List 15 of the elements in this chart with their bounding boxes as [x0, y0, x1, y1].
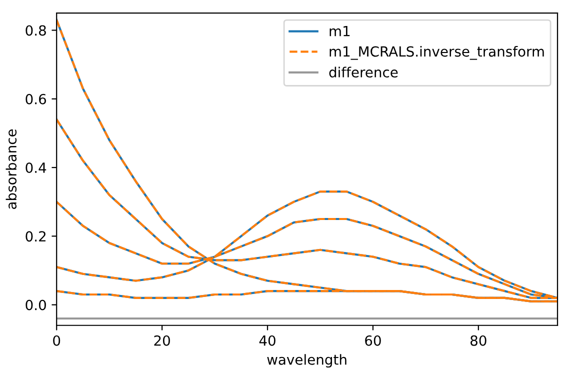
x-tick-label: 60: [365, 335, 381, 346]
y-axis-title: absorbance: [6, 129, 17, 209]
x-axis-title: wavelength: [267, 354, 346, 368]
y-tick-label: 0.6: [26, 94, 46, 104]
x-tick-label: 80: [470, 335, 486, 346]
y-tick-label: 0.2: [26, 231, 46, 242]
y-tick-label: 0.0: [26, 300, 46, 310]
legend-label: m1_MCRALS.inverse_transform: [330, 46, 544, 60]
x-tick-label: 0: [53, 335, 60, 346]
legend-label: m1: [330, 26, 350, 36]
x-tick-label: 40: [259, 335, 276, 346]
x-tick-label: 20: [154, 335, 170, 346]
legend-label: difference: [329, 66, 398, 78]
y-tick-label: 0.8: [26, 25, 46, 36]
y-tick-label: 0.4: [26, 162, 46, 173]
